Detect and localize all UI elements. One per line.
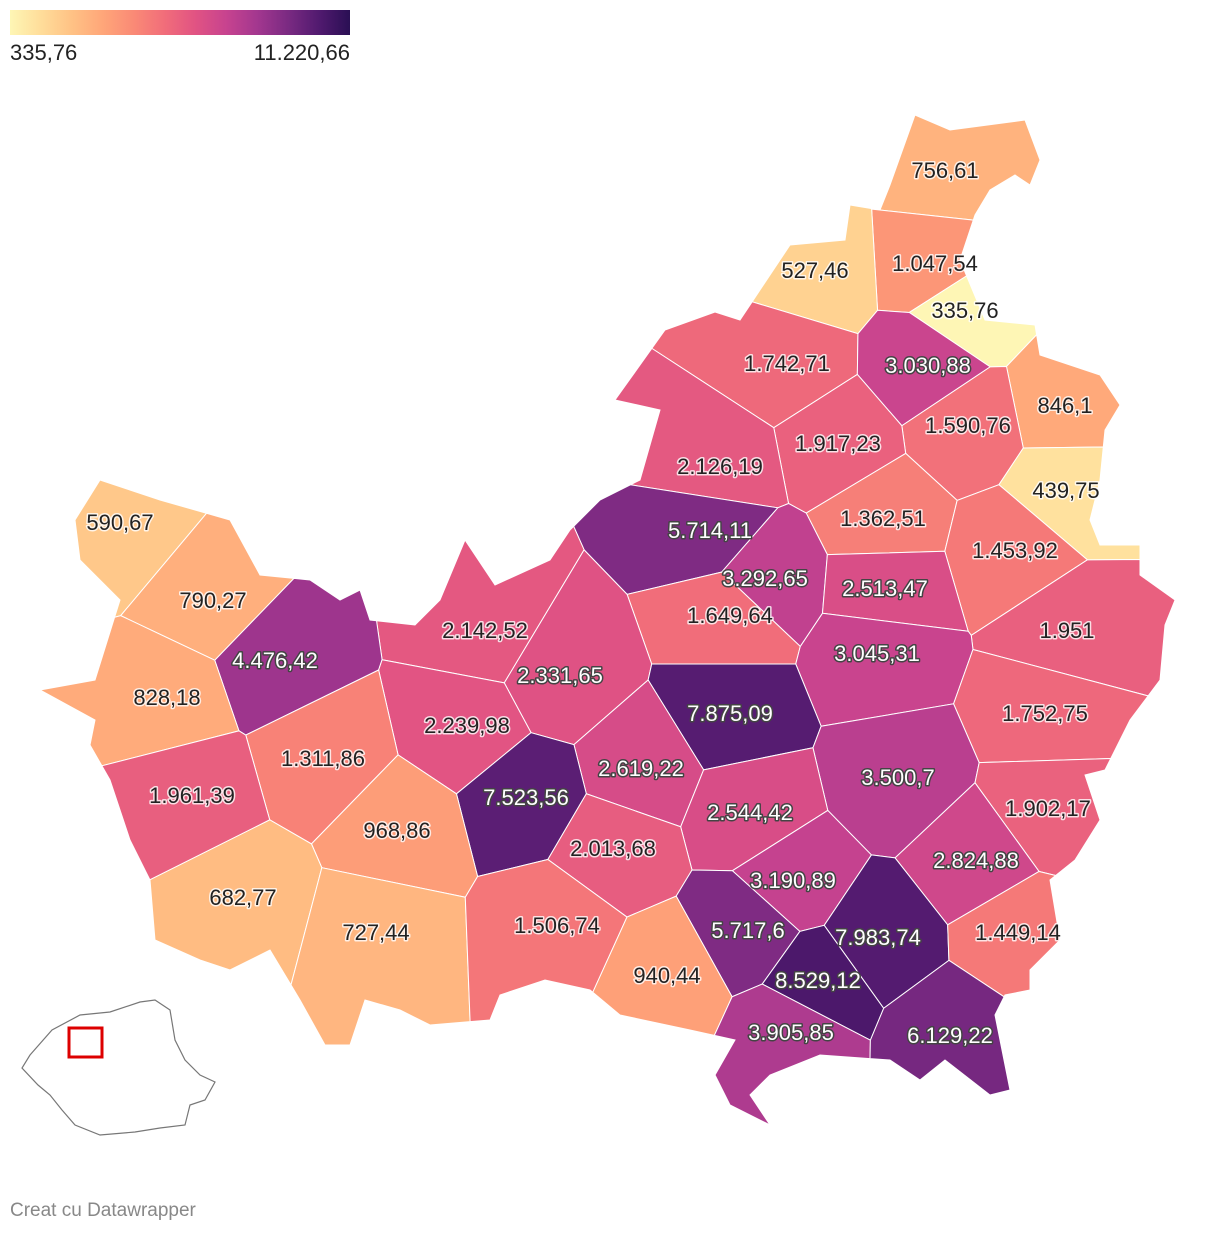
region-label: 1.590,76 <box>925 413 1011 438</box>
region-label: 2.513,47 <box>842 576 928 601</box>
region-label: 2.013,68 <box>570 836 656 861</box>
regions <box>38 114 1176 1127</box>
legend-max: 11.220,66 <box>254 40 350 65</box>
region-label: 682,77 <box>209 885 276 910</box>
region-label: 5.714,11 <box>668 518 752 543</box>
region-label: 3.905,85 <box>748 1020 834 1045</box>
region-label: 1.047,54 <box>892 251 978 276</box>
legend-gradient <box>10 10 350 35</box>
region-label: 756,61 <box>911 158 978 183</box>
inset-map <box>21 999 216 1136</box>
region-label: 727,44 <box>342 920 409 945</box>
region <box>290 867 471 1046</box>
region-label: 1.902,17 <box>1005 796 1091 821</box>
region-label: 3.292,65 <box>722 566 808 591</box>
region-label: 2.239,98 <box>424 713 510 738</box>
region <box>592 895 733 1036</box>
region <box>947 870 1061 998</box>
region-label: 527,46 <box>781 258 848 283</box>
region-label: 1.311,86 <box>281 746 365 771</box>
region <box>869 959 1011 1096</box>
region <box>38 615 240 767</box>
region-label: 2.331,65 <box>517 663 603 688</box>
region-label: 2.126,19 <box>677 454 763 479</box>
inset-marker <box>67 1026 104 1059</box>
region <box>713 983 871 1127</box>
region-label: 2.824,88 <box>933 848 1019 873</box>
footer: Creat cu Datawrapper <box>10 1200 197 1221</box>
region-label: 335,76 <box>931 298 998 323</box>
region-label: 3.190,89 <box>750 868 836 893</box>
region-label: 7.875,09 <box>687 701 773 726</box>
region-label: 2.619,22 <box>598 756 684 781</box>
region-label: 828,18 <box>133 685 200 710</box>
region <box>464 858 628 1023</box>
region-label: 790,27 <box>179 588 246 613</box>
region-label: 1.961,39 <box>149 783 235 808</box>
region <box>101 730 271 881</box>
region-label: 3.045,31 <box>834 641 920 666</box>
region-label: 1.453,92 <box>972 538 1058 563</box>
labels: 756,61 1.047,54 527,46 335,76 1.742,71 3.030,… <box>85 157 1101 1050</box>
region <box>870 114 1041 221</box>
region-label: 1.362,51 <box>840 506 926 531</box>
region-label: 1.917,23 <box>795 431 881 456</box>
region-label: 846,1 <box>1037 393 1092 418</box>
region-label: 1.506,74 <box>514 913 600 938</box>
region-label: 3.500,7 <box>861 765 934 790</box>
region-label: 1.649,64 <box>687 603 773 628</box>
region-label: 439,75 <box>1032 478 1099 503</box>
region-label: 3.030,88 <box>885 353 971 378</box>
region-label: 5.717,6 <box>711 918 784 943</box>
region-label: 2.142,52 <box>442 618 528 643</box>
region-label: 7.983,74 <box>835 925 921 950</box>
region-label: 590,67 <box>86 510 153 535</box>
region-label: 1.752,75 <box>1002 701 1088 726</box>
region <box>970 558 1176 697</box>
region-label: 2.544,42 <box>707 800 793 825</box>
region-label: 968,86 <box>363 818 430 843</box>
region-label: 7.523,56 <box>483 785 569 810</box>
region <box>149 819 323 987</box>
region <box>998 446 1141 561</box>
region-label: 6.129,22 <box>907 1023 993 1048</box>
region <box>1005 333 1121 449</box>
legend-min: 335,76 <box>10 40 77 65</box>
region-label: 8.529,12 <box>775 968 861 993</box>
region-label: 1.951 <box>1039 618 1094 643</box>
region-label: 1.742,71 <box>744 351 830 376</box>
romania-outline <box>21 999 216 1136</box>
region-label: 940,44 <box>633 963 700 988</box>
region-label: 4.476,42 <box>232 648 318 673</box>
region-label: 1.449,14 <box>975 920 1061 945</box>
region <box>974 757 1112 877</box>
